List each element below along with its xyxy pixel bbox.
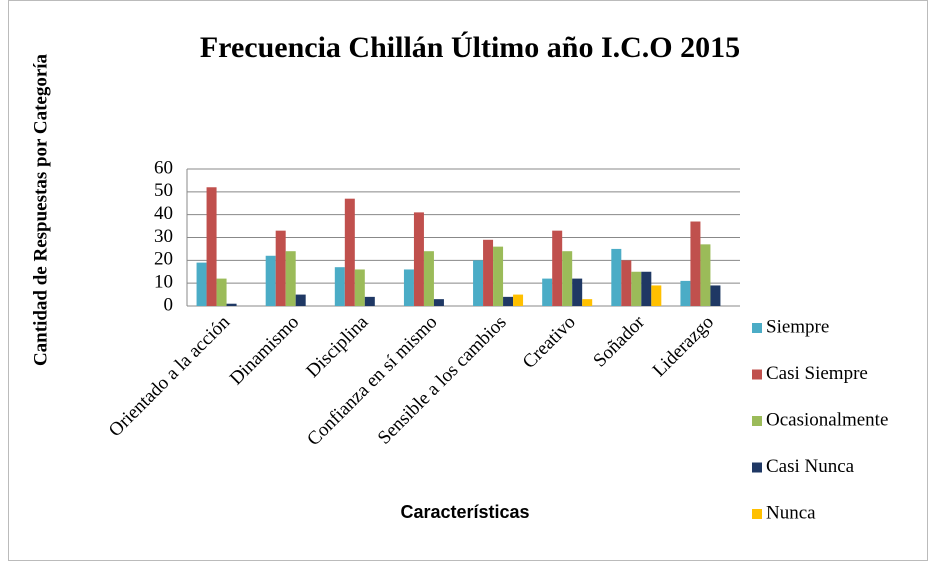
bar — [413, 212, 424, 306]
chart-border — [8, 0, 928, 561]
bar — [513, 294, 524, 306]
bar — [285, 251, 296, 306]
legend-label: Nunca — [766, 502, 816, 523]
bar — [295, 294, 306, 306]
y-axis-label: Cantidad de Respuestas por Categoría — [30, 53, 51, 366]
bar — [403, 269, 414, 306]
bar — [710, 285, 721, 306]
bar — [690, 221, 701, 306]
x-tick-label: Creativo — [519, 312, 580, 373]
y-tick-label: 50 — [154, 180, 173, 201]
legend-label: Ocasionalmente — [766, 409, 888, 430]
bar — [562, 251, 573, 306]
bar — [572, 278, 583, 306]
legend-label: Siempre — [766, 316, 829, 337]
bar — [542, 278, 553, 306]
bar — [483, 239, 494, 306]
bar — [473, 260, 484, 306]
x-tick-label: Liderazgo — [649, 312, 718, 381]
legend-swatch — [752, 369, 762, 380]
legend-swatch — [752, 323, 762, 333]
legend-label: Casi Siempre — [766, 363, 868, 384]
x-tick-label: Dinamismo — [226, 312, 304, 390]
bar — [354, 269, 365, 306]
bar — [344, 198, 355, 306]
legend-label: Casi Nunca — [766, 456, 855, 477]
y-tick-label: 20 — [154, 249, 173, 270]
x-tick-label: Soñador — [589, 311, 649, 371]
bar — [216, 278, 227, 306]
bar — [493, 246, 504, 306]
x-tick-label: Sensible a los cambios — [374, 312, 511, 449]
bar — [621, 260, 632, 306]
bar — [611, 248, 622, 306]
x-tick-label: Orientado a la acción — [105, 311, 235, 441]
legend-swatch — [752, 416, 762, 426]
bar — [275, 230, 286, 306]
bar — [265, 255, 276, 306]
y-tick-label: 10 — [154, 272, 173, 293]
legend-swatch — [752, 462, 762, 473]
y-tick-label: 0 — [164, 294, 174, 315]
bar — [433, 299, 444, 306]
bar — [206, 187, 217, 306]
bar — [364, 296, 375, 306]
bar — [680, 280, 691, 306]
bar — [423, 251, 434, 306]
legend-swatch — [752, 509, 762, 519]
bar — [334, 267, 345, 306]
bar — [582, 299, 593, 306]
y-tick-label: 40 — [154, 203, 173, 224]
chart-title: Frecuencia Chillán Último año I.C.O 2015 — [200, 31, 740, 64]
bar — [503, 296, 514, 306]
bar — [552, 230, 563, 306]
x-tick-label: Disciplina — [302, 311, 372, 381]
x-tick-label: Confianza en sí mismo — [303, 312, 441, 450]
bar — [700, 244, 711, 306]
bar — [651, 285, 662, 306]
bar — [631, 271, 642, 306]
bar — [226, 303, 237, 306]
y-tick-label: 30 — [154, 226, 173, 247]
x-axis-label: Características — [400, 502, 529, 522]
y-tick-label: 60 — [154, 157, 173, 178]
bar — [641, 271, 652, 306]
bar — [196, 262, 207, 306]
